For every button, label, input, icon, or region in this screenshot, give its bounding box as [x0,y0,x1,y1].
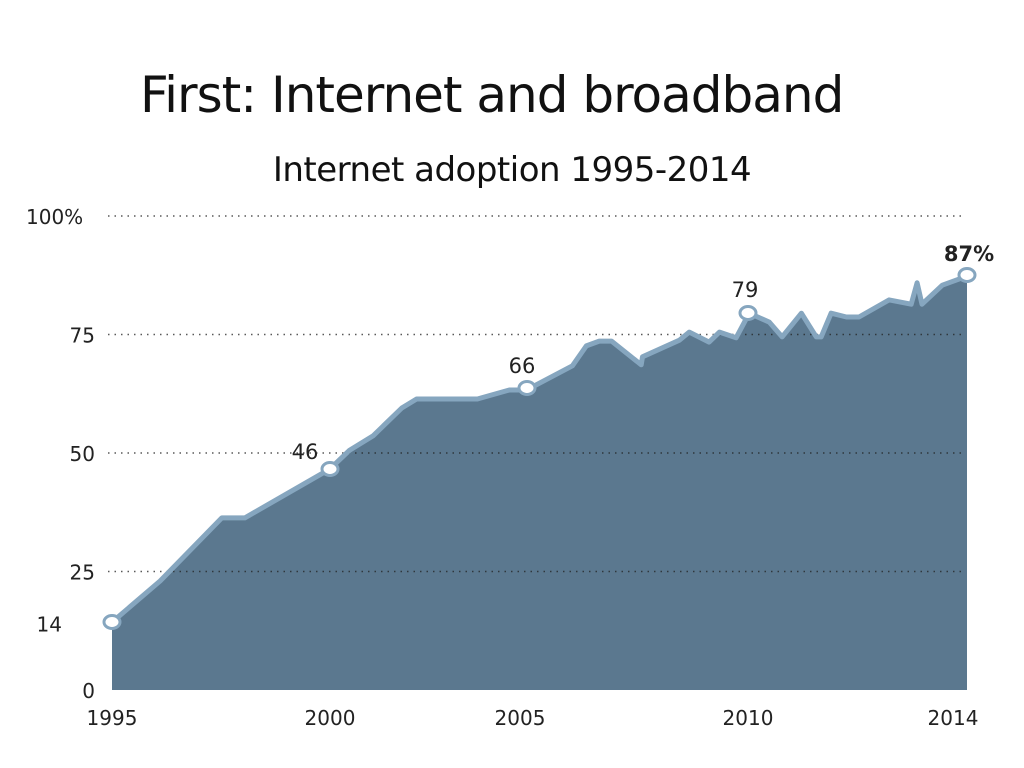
x-tick-label: 2005 [495,706,546,730]
y-tick-label: 25 [70,561,95,585]
x-tick-label: 2000 [305,706,356,730]
data-label: 79 [732,278,759,302]
slide-title: First: Internet and broadband [140,66,844,124]
x-tick-label: 2010 [723,706,774,730]
y-tick-label: 14 [37,613,62,637]
y-tick-label: 50 [70,442,95,466]
data-point-marker [102,614,122,630]
data-point-marker [957,267,977,283]
y-tick-label: 0 [82,679,95,703]
data-point-marker [517,380,537,396]
data-label: 87% [944,242,994,266]
data-point-marker [320,461,340,477]
x-tick-label: 1995 [87,706,138,730]
area-fill [112,276,967,690]
x-tick-label: 2014 [928,706,979,730]
chart-subtitle: Internet adoption 1995-2014 [272,150,752,190]
data-label: 66 [509,354,536,378]
series-line [110,273,968,625]
y-tick-label: 100% [26,205,83,229]
data-point-marker [738,305,758,321]
y-tick-label: 75 [70,324,95,348]
data-label: 46 [292,440,319,464]
